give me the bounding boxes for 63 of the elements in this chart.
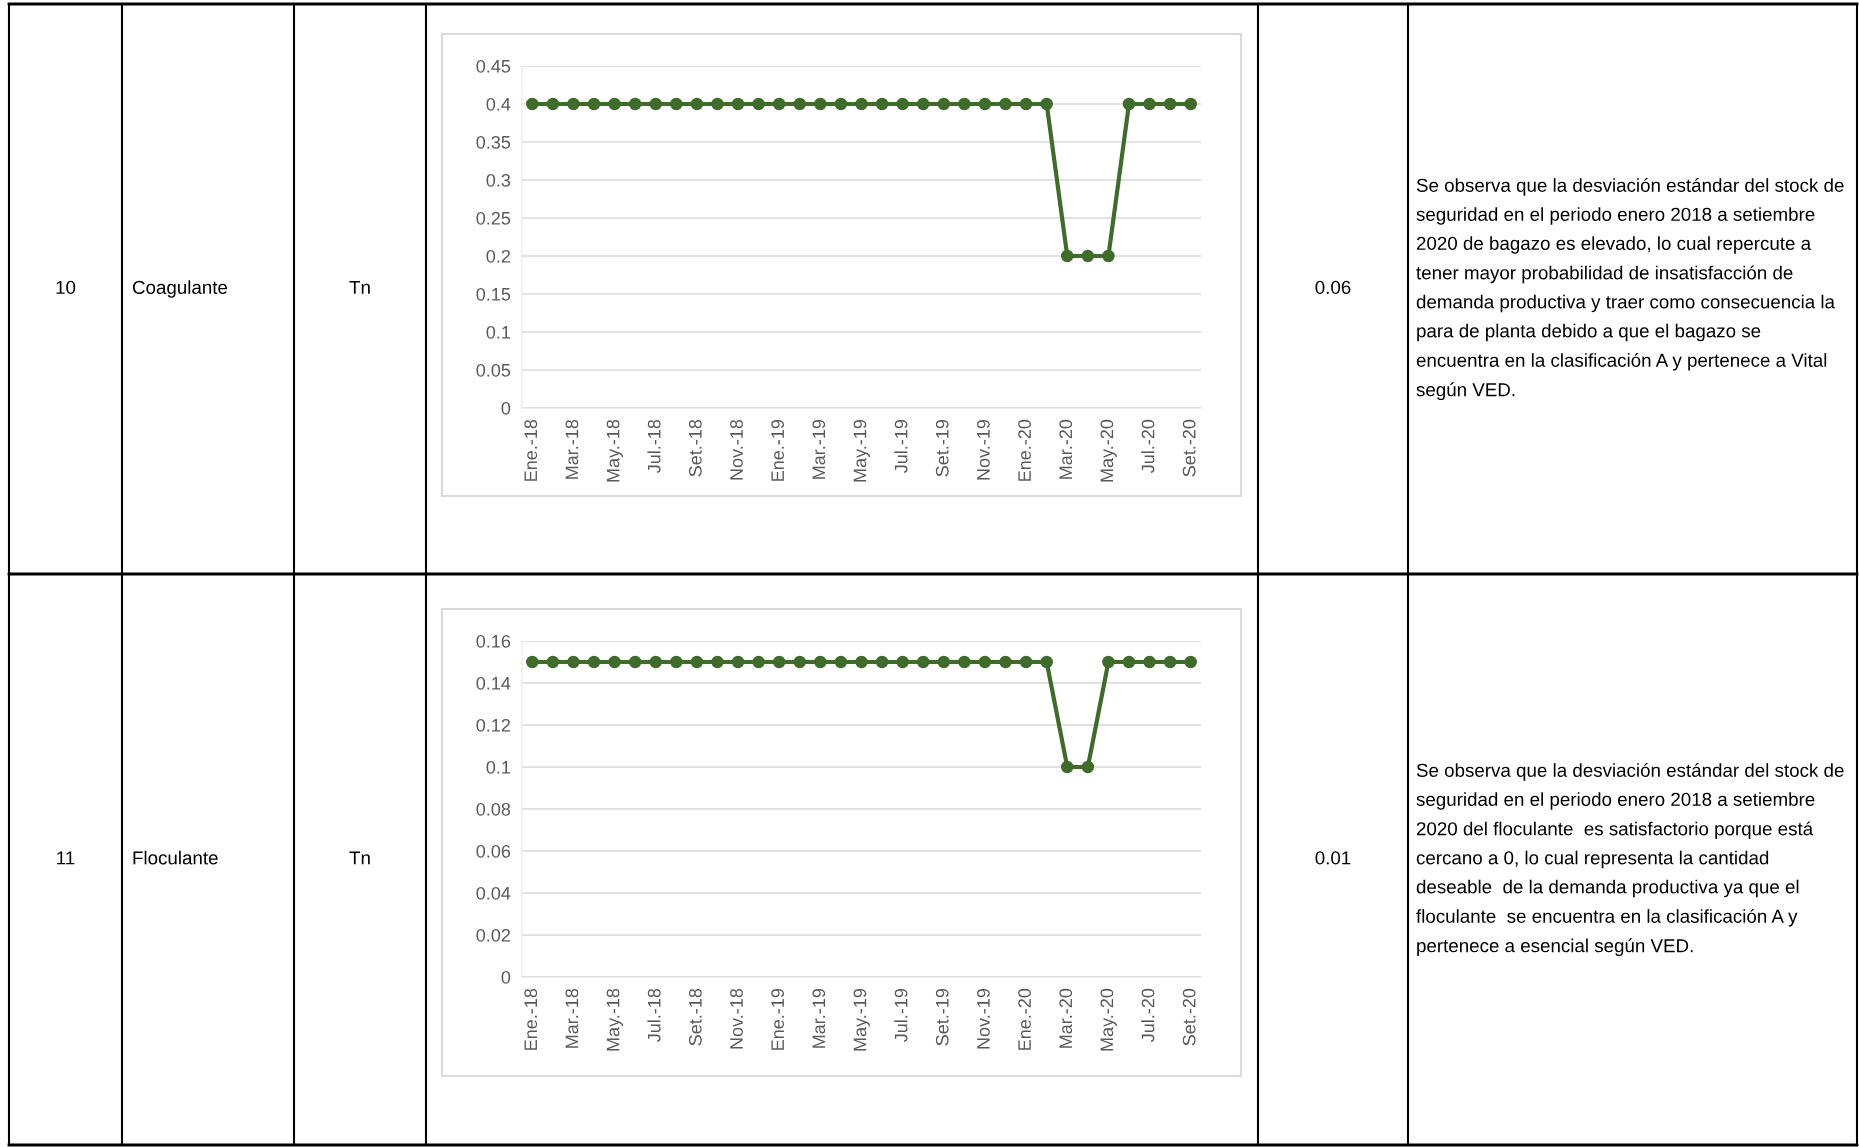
y-tick-label: 0.14 [476, 676, 511, 690]
x-tick-label: Nov.-19 [977, 988, 990, 1049]
y-tick-label: 0.15 [476, 287, 511, 301]
y-tick-label: 0.25 [476, 211, 511, 225]
x-tick-label: Ene.-18 [524, 419, 538, 481]
text: Coagulante [132, 280, 228, 298]
x-tick-label: Set.-19 [935, 988, 949, 1046]
x-tick-label: Set.-19 [935, 419, 949, 477]
x-tick-label: Jul.-18 [647, 988, 661, 1043]
x-tick-label: Ene.-19 [771, 988, 785, 1050]
y-tick-label: 0.4 [486, 97, 511, 111]
x-tick-label: Set.-20 [1182, 419, 1196, 477]
x-tick-label: Mar.-18 [565, 419, 579, 479]
text: 10 [56, 280, 76, 295]
y-tick-label: 0.45 [476, 59, 511, 73]
x-tick-label: Jul.-19 [894, 988, 908, 1043]
x-tick-label: May.-20 [1100, 988, 1117, 1051]
x-tick-label: Mar.-19 [812, 988, 826, 1048]
text: 11 [57, 851, 75, 865]
x-tick-label: Mar.-20 [1059, 988, 1073, 1048]
x-tick-label: Jul.-20 [1141, 988, 1155, 1043]
x-tick-label: Jul.-18 [647, 419, 661, 474]
y-tick-label: 0 [501, 401, 511, 415]
text: Se observa que la desviación estándar del stock de seguridad en el periodo enero 2018 a setiembre 2020 de bagazo es elevado, lo cual repercute a tener mayor probabilidad de insatisfacción de demanda productiva y traer como consecuencia la para de planta debido a que el bagazo se encuentra en la clasificación A y pertenece a Vital según VED. [1416, 177, 1844, 401]
x-tick-label: Mar.-20 [1059, 419, 1073, 479]
x-tick-label: Set.-20 [1182, 988, 1196, 1046]
x-tick-label: Ene.-20 [1018, 988, 1031, 1050]
y-tick-label: 0.3 [486, 173, 511, 187]
x-tick-label: Ene.-20 [1018, 419, 1031, 481]
x-tick-label: Set.-18 [688, 419, 702, 477]
y-tick-label: 0.12 [476, 718, 510, 732]
x-tick-label: Nov.-19 [977, 419, 990, 480]
x-tick-label: Nov.-18 [730, 419, 743, 480]
y-tick-label: 0.02 [476, 928, 510, 942]
x-tick-label: May.-18 [606, 419, 624, 482]
y-tick-label: 0.08 [476, 802, 511, 816]
y-tick-label: 0.04 [476, 886, 511, 900]
x-tick-label: May.-18 [606, 988, 624, 1051]
y-tick-label: 0.1 [486, 760, 511, 774]
y-tick-label: 0.2 [486, 249, 510, 263]
x-tick-label: Ene.-18 [524, 988, 538, 1050]
y-tick-label: 0 [501, 970, 511, 984]
text: 0.06 [1315, 280, 1351, 295]
text: 0.01 [1315, 851, 1351, 865]
y-tick-label: 0.1 [486, 325, 511, 339]
x-tick-label: Jul.-20 [1141, 419, 1155, 474]
x-tick-label: May.-19 [853, 419, 870, 482]
text: Floculante [133, 850, 218, 865]
x-tick-label: Set.-18 [688, 988, 702, 1046]
x-tick-label: Nov.-18 [730, 988, 743, 1049]
x-tick-label: Jul.-19 [894, 419, 908, 474]
x-tick-label: May.-20 [1100, 419, 1117, 482]
text: Se observa que la desviación estándar del stock de seguridad en el periodo enero 2018 a setiembre 2020 del floculante es satisfactorio porque está cercano a 0, lo cual representa la cantidad deseable de la demanda productiva ya que el floculante se encuentra en la clasificación A y pertenece a esencial según VED. [1416, 762, 1844, 957]
x-tick-label: Ene.-19 [771, 419, 785, 481]
x-tick-label: Mar.-19 [812, 419, 826, 479]
y-tick-label: 0.35 [476, 135, 511, 149]
text: Tn [349, 280, 370, 294]
x-tick-label: Mar.-18 [565, 988, 579, 1048]
y-tick-label: 0.06 [476, 844, 511, 858]
y-tick-label: 0.05 [476, 363, 511, 377]
text: Tn [349, 851, 370, 865]
y-tick-label: 0.16 [476, 634, 511, 648]
x-tick-label: May.-19 [853, 988, 870, 1051]
